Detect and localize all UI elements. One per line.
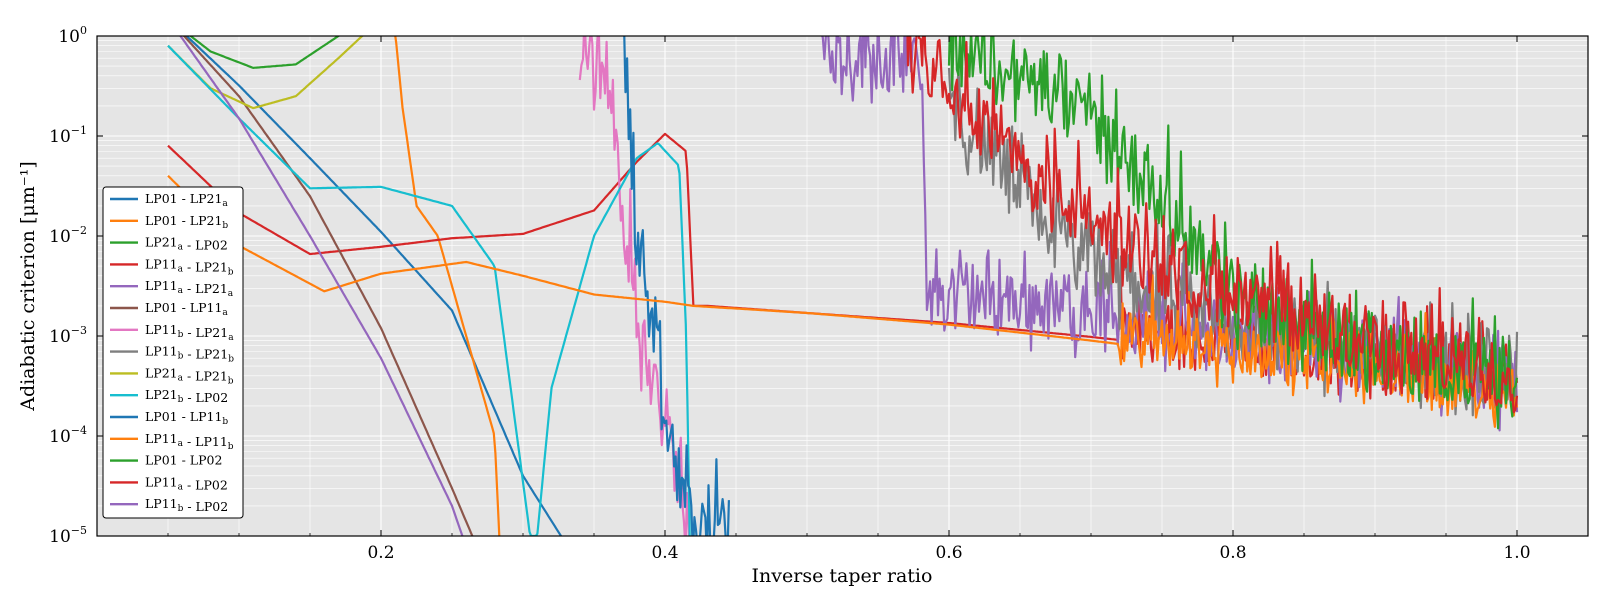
legend-label: LP01 - LP11b — [145, 409, 228, 427]
series-line — [179, 36, 464, 536]
x-tick-label: 0.8 — [1219, 543, 1246, 563]
y-tick-label: 10−2 — [49, 224, 87, 247]
legend-label: LP11a - LP21a — [145, 278, 234, 299]
x-axis-label: Inverse taper ratio — [752, 565, 933, 587]
y-tick-label: 10−5 — [49, 524, 87, 547]
y-tick-label: 10−4 — [49, 424, 87, 447]
legend-label: LP21a - LP02 — [145, 235, 228, 253]
legend-label: LP21a - LP21b — [145, 365, 234, 386]
y-tick-label: 10−1 — [49, 124, 87, 147]
plot-frame — [96, 35, 1589, 537]
series-line — [947, 36, 1519, 430]
legend-box — [102, 186, 244, 519]
legend-label: LP01 - LP02 — [145, 453, 222, 468]
x-tick-label: 0.2 — [367, 543, 394, 563]
series-line — [906, 36, 1519, 414]
legend-label: LP11b - LP21b — [145, 344, 234, 365]
legend-label: LP11a - LP11b — [145, 431, 234, 452]
legend-label: LP21b - LP02 — [145, 387, 228, 405]
legend-label: LP01 - LP21a — [145, 191, 228, 209]
series-line — [188, 36, 341, 69]
y-tick-label: 100 — [58, 24, 87, 47]
legend-label: LP01 - LP21b — [145, 213, 228, 231]
plot-background — [97, 36, 1588, 536]
series-line — [167, 44, 691, 536]
legend-label: LP11b - LP21a — [145, 322, 234, 343]
legend-label: LP01 - LP11a — [145, 300, 228, 318]
series-layer — [167, 36, 1519, 536]
ticks: 0.2 0.4 0.6 0.8 1.0 100 10−1 10−2 10−3 10−4 10−5 — [49, 24, 1588, 563]
series-line — [578, 36, 691, 536]
legend: LP01 - LP21a LP01 - LP21b LP21a - LP02 LP11… — [102, 186, 244, 519]
legend-label: LP11b - LP02 — [145, 496, 228, 514]
series-line — [182, 36, 474, 536]
legend-label: LP11a - LP02 — [145, 474, 228, 492]
y-axis-label: Adiabatic criterion [μm⁻¹] — [17, 161, 39, 412]
x-tick-label: 0.4 — [651, 543, 678, 563]
series-line — [623, 36, 730, 536]
x-tick-label: 1.0 — [1503, 543, 1530, 563]
y-tick-label: 10−3 — [49, 324, 87, 347]
legend-label: LP11a - LP21b — [145, 256, 234, 277]
x-tick-label: 0.6 — [935, 543, 962, 563]
